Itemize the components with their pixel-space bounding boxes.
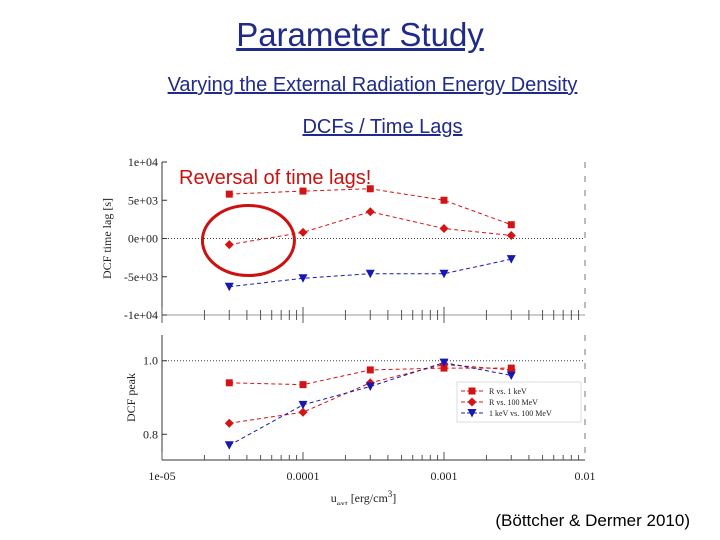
x-axis-label-part: ] — [392, 491, 396, 505]
bottom-point-kev_mev — [298, 400, 308, 410]
legend-marker-kev_mev — [467, 409, 477, 418]
legend-label-r_100mev: R vs. 100 MeV — [489, 398, 538, 407]
bottom-y-tick-label: 1.0 — [143, 354, 158, 368]
top-point-r_1kev — [440, 196, 448, 204]
x-tick-label: 0.01 — [575, 469, 596, 483]
top-y-tick-label: 0e+00 — [128, 232, 158, 246]
dcf-figure: 1e+04 5e+03 0e+00 -5e+03 -1e+04 1.0 0.8 1e-05 0.… — [100, 155, 596, 505]
top-point-kev_mev — [506, 255, 516, 264]
top-y-tick-label: 1e+04 — [128, 155, 158, 169]
bottom-point-kev_mev — [224, 441, 234, 450]
slide-subtitle: Varying the External Radiation Energy De… — [167, 74, 578, 96]
x-tick-label: 1e-05 — [148, 469, 175, 483]
top-series-line-r_1kev — [229, 188, 512, 226]
top-y-axis-label: DCF time lag [s] — [100, 198, 114, 279]
annotation-text: Reversal of time lags! — [179, 167, 371, 189]
top-y-tick-label: -5e+03 — [124, 270, 158, 284]
top-point-r_100mev — [298, 227, 308, 237]
x-axis-label-part: [erg/cm — [348, 491, 389, 505]
bottom-series-line-kev_mev — [229, 362, 512, 446]
top-point-kev_mev — [298, 274, 308, 283]
x-axis-label-part: ext — [337, 499, 348, 505]
slide-subtitle-dcf: DCFs / Time Lags — [302, 116, 463, 138]
legend-marker-r_100mev — [467, 397, 477, 407]
legend-box — [456, 381, 582, 423]
bottom-y-tick-label: 0.8 — [143, 427, 158, 441]
bottom-point-kev_mev — [506, 371, 516, 380]
legend-label-r_1kev: R vs. 1 keV — [489, 387, 527, 396]
bottom-point-kev_mev — [365, 382, 375, 391]
bottom-y-axis-label: DCF peak — [124, 373, 138, 422]
x-tick-label: 0.001 — [431, 469, 458, 483]
top-point-r_100mev — [506, 230, 516, 240]
top-point-r_100mev — [224, 240, 234, 250]
top-point-kev_mev — [439, 269, 449, 279]
top-series-line-r_100mev — [229, 211, 512, 246]
bottom-point-r_1kev — [299, 381, 307, 389]
top-point-r_1kev — [366, 185, 374, 193]
top-point-r_1kev — [507, 221, 515, 229]
top-point-r_100mev — [365, 207, 375, 217]
x-axis-label-part: u — [331, 491, 337, 505]
top-point-kev_mev — [365, 269, 375, 279]
bottom-point-r_100mev — [224, 418, 234, 428]
top-point-r_1kev — [299, 187, 307, 195]
legend-label-kev_mev: 1 keV vs. 100 MeV — [489, 409, 552, 418]
bottom-point-r_1kev — [225, 379, 233, 387]
top-y-tick-label: -1e+04 — [124, 308, 158, 322]
top-point-r_100mev — [439, 224, 449, 234]
top-point-kev_mev — [224, 282, 234, 292]
top-y-tick-label: 5e+03 — [128, 193, 158, 207]
bottom-point-r_1kev — [366, 366, 374, 374]
annotation-circle — [200, 204, 296, 277]
top-point-r_1kev — [225, 190, 233, 198]
slide-title: Parameter Study — [236, 16, 484, 53]
x-axis-label: uext [erg/cm3] — [331, 489, 397, 505]
x-axis-label-part: 3 — [388, 489, 393, 499]
bottom-point-kev_mev — [439, 358, 449, 368]
x-tick-label: 0.0001 — [287, 469, 320, 483]
citation: (Böttcher & Dermer 2010) — [495, 511, 690, 530]
legend-marker-r_1kev — [468, 387, 476, 395]
bottom-point-r_100mev — [298, 407, 308, 417]
